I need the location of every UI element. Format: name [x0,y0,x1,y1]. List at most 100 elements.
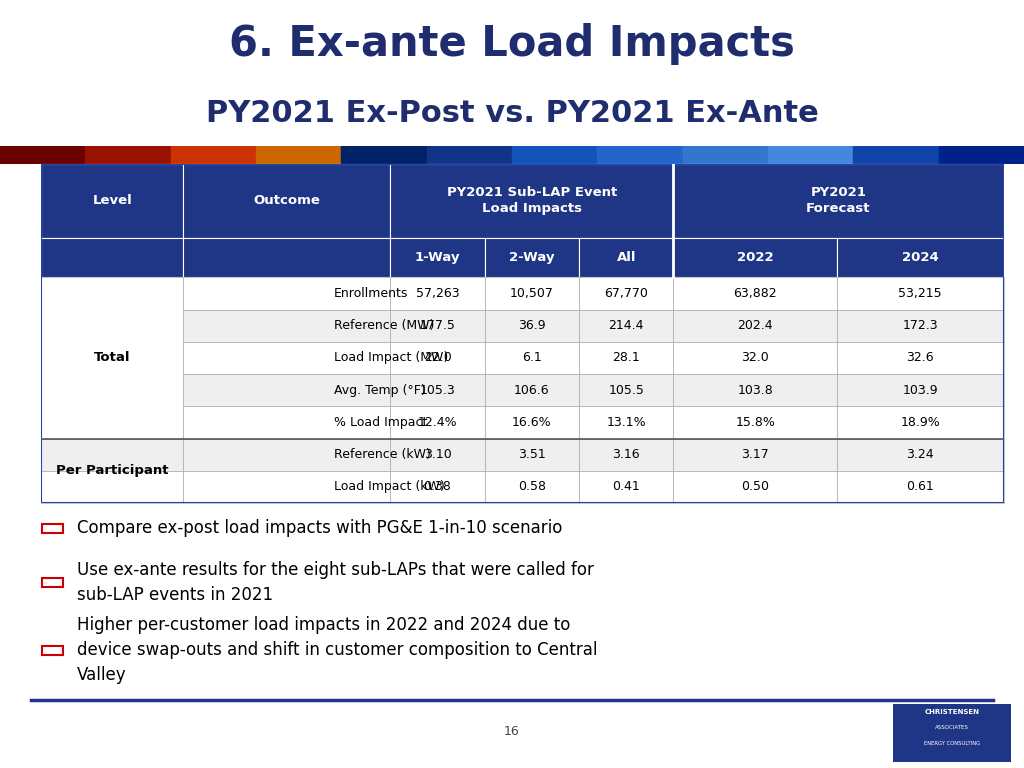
Text: Reference (MW): Reference (MW) [334,319,434,333]
Bar [579,406,674,439]
Bar [41,238,183,277]
Bar [390,238,484,277]
Bar [579,277,674,310]
Text: % Load Impact: % Load Impact [334,416,427,429]
Bar [41,471,183,503]
Text: PY2021
Forecast: PY2021 Forecast [806,187,870,216]
Bar [484,374,579,406]
Bar [939,146,1024,164]
Bar [341,146,427,164]
Bar [674,342,837,374]
Bar [183,238,390,277]
Text: Reference (kW): Reference (kW) [334,449,430,461]
Bar [837,238,1004,277]
Text: Level: Level [92,194,132,207]
Bar [171,146,256,164]
Text: Total: Total [94,352,130,365]
Text: 177.5: 177.5 [420,319,456,333]
Bar [41,439,183,471]
Text: 3.24: 3.24 [906,449,934,461]
Text: Avg. Temp (°F): Avg. Temp (°F) [334,384,425,396]
Bar [579,342,674,374]
Bar [484,277,579,310]
Text: 105.5: 105.5 [608,384,644,396]
Bar [853,146,939,164]
Bar [183,164,390,238]
Text: 103.9: 103.9 [902,384,938,396]
Bar [427,146,512,164]
Text: Use ex-ante results for the eight sub-LAPs that were called for
sub-LAP events i: Use ex-ante results for the eight sub-LA… [77,561,594,604]
Text: 2-Way: 2-Way [509,251,555,264]
Bar [484,238,579,277]
Text: Outcome: Outcome [254,194,321,207]
Text: 0.41: 0.41 [612,481,640,493]
Bar [85,146,171,164]
Bar [579,439,674,471]
Bar [42,524,63,533]
Text: 32.0: 32.0 [741,352,769,365]
Text: 6. Ex-ante Load Impacts: 6. Ex-ante Load Impacts [229,23,795,65]
Text: 172.3: 172.3 [902,319,938,333]
Bar [837,342,1004,374]
Bar [768,146,853,164]
Text: 0.61: 0.61 [906,481,934,493]
Bar [837,406,1004,439]
Bar [41,277,183,439]
Bar [893,704,1011,762]
Bar [390,310,484,342]
Bar [42,646,63,655]
Text: 2022: 2022 [737,251,773,264]
Bar [674,471,837,503]
Bar [390,471,484,503]
Text: 22.0: 22.0 [424,352,452,365]
Bar [512,146,597,164]
Text: 16: 16 [504,725,520,737]
Bar [183,277,390,310]
Text: 16.6%: 16.6% [512,416,552,429]
Bar [390,164,674,238]
Bar [683,146,768,164]
Bar [390,439,484,471]
Text: PY2021 Ex-Post vs. PY2021 Ex-Ante: PY2021 Ex-Post vs. PY2021 Ex-Ante [206,99,818,128]
Text: 32.6: 32.6 [906,352,934,365]
Text: 214.4: 214.4 [608,319,644,333]
Text: 3.17: 3.17 [741,449,769,461]
Bar [674,238,837,277]
Bar [837,310,1004,342]
Text: 10,507: 10,507 [510,287,554,300]
Text: 28.1: 28.1 [612,352,640,365]
Text: 53,215: 53,215 [898,287,942,300]
Bar [390,374,484,406]
Bar [837,277,1004,310]
Text: 3.51: 3.51 [518,449,546,461]
Text: 36.9: 36.9 [518,319,546,333]
Text: 0.50: 0.50 [741,481,769,493]
Bar [183,342,390,374]
Text: 103.8: 103.8 [737,384,773,396]
Bar [183,471,390,503]
Text: 18.9%: 18.9% [900,416,940,429]
Bar [256,146,341,164]
Bar [390,277,484,310]
Bar [579,374,674,406]
Bar [183,310,390,342]
Text: 3.10: 3.10 [424,449,452,461]
Bar [183,406,390,439]
Bar [41,164,183,238]
Text: ASSOCIATES: ASSOCIATES [935,725,970,730]
Bar [674,310,837,342]
Bar [579,471,674,503]
Bar [579,310,674,342]
Text: 0.58: 0.58 [518,481,546,493]
Text: Higher per-customer load impacts in 2022 and 2024 due to
device swap-outs and sh: Higher per-customer load impacts in 2022… [77,616,597,684]
Bar [0,146,85,164]
Text: 202.4: 202.4 [737,319,773,333]
Bar [579,238,674,277]
Text: CHRISTENSEN: CHRISTENSEN [925,709,980,715]
Bar [42,578,63,588]
Bar [837,439,1004,471]
Text: Load Impact (MW): Load Impact (MW) [334,352,447,365]
Text: 12.4%: 12.4% [418,416,458,429]
Text: 1-Way: 1-Way [415,251,460,264]
Bar [390,342,484,374]
